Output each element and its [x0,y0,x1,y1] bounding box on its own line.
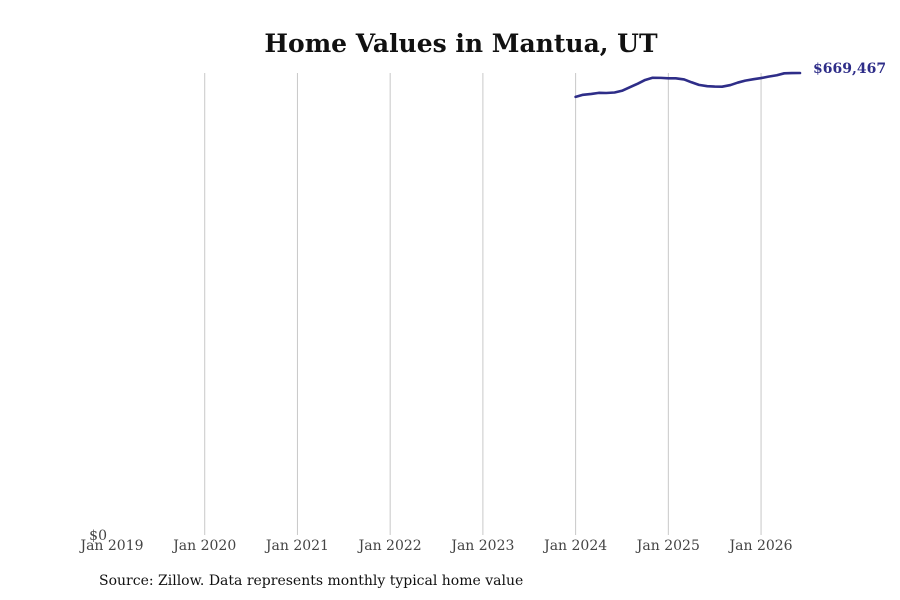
gridlines [204,73,762,535]
x-tick-label: Jan 2022 [357,538,422,554]
x-tick-label: Jan 2025 [635,538,700,554]
chart-title: Home Values in Mantua, UT [264,29,658,58]
x-tick-label: Jan 2021 [264,538,329,554]
y-axis-ticks: $0 [89,528,107,544]
series-layer [574,71,802,99]
series-line-0 [574,71,802,99]
source-note: Source: Zillow. Data represents monthly … [99,573,524,589]
x-tick-label: Jan 2023 [449,538,514,554]
x-tick-label: Jan 2020 [171,538,236,554]
y-tick-label: $0 [89,528,107,544]
x-tick-label: Jan 2024 [542,538,607,554]
last-value-label: $669,467 [813,61,886,77]
x-tick-label: Jan 2026 [728,538,793,554]
x-tick-label: Jan 2019 [78,538,143,554]
x-axis-ticks: Jan 2019 Jan 2020 Jan 2021 Jan 2022 Jan 2023… [78,538,792,554]
